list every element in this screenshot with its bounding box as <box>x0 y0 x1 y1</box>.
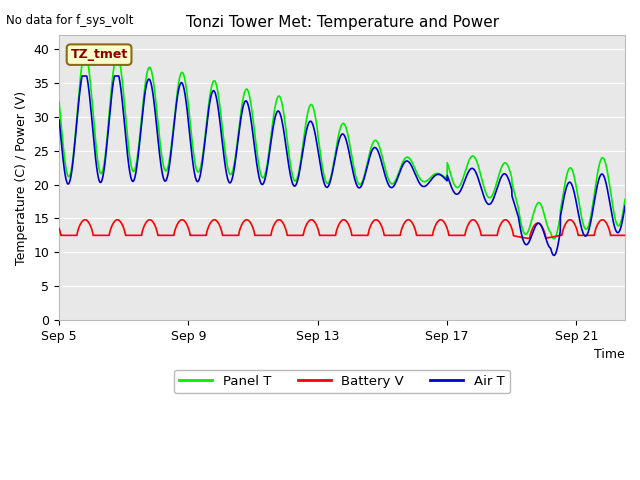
Legend: Panel T, Battery V, Air T: Panel T, Battery V, Air T <box>174 370 510 393</box>
Title: Tonzi Tower Met: Temperature and Power: Tonzi Tower Met: Temperature and Power <box>186 15 499 30</box>
X-axis label: Time: Time <box>595 348 625 361</box>
Text: No data for f_sys_volt: No data for f_sys_volt <box>6 14 134 27</box>
Text: TZ_tmet: TZ_tmet <box>70 48 128 61</box>
Y-axis label: Temperature (C) / Power (V): Temperature (C) / Power (V) <box>15 91 28 265</box>
